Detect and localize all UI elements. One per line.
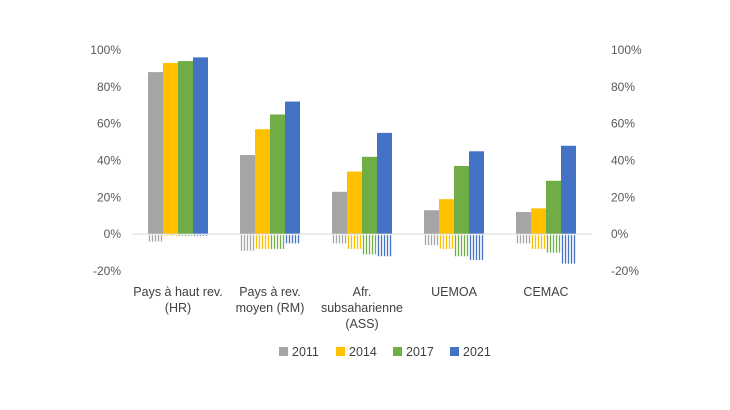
y-tick-label-right: 0% — [611, 227, 629, 241]
bar-2021 — [561, 145, 576, 235]
bar-2011 — [332, 191, 347, 235]
negative-bar-2011 — [424, 235, 439, 246]
legend-swatch-2011 — [279, 347, 288, 356]
y-tick-label-right: 80% — [611, 80, 635, 94]
category-label: Pays à haut rev. (HR) — [133, 285, 222, 315]
y-tick-label-left: 0% — [104, 227, 122, 241]
y-tick-label-right: 40% — [611, 154, 635, 168]
bar-2014 — [255, 129, 270, 235]
legend-swatch-2014 — [336, 347, 345, 356]
y-tick-label-left: 100% — [90, 43, 121, 57]
category-label: CEMAC — [523, 285, 568, 299]
negative-bar-2021 — [377, 235, 392, 257]
negative-bar-2014 — [439, 235, 454, 249]
bar-2021 — [193, 57, 208, 235]
category-label: Afr. subsaharienne (ASS) — [321, 285, 403, 331]
negative-bar-2017 — [454, 235, 469, 257]
bar-2021 — [469, 151, 484, 235]
negative-bar-2021 — [561, 235, 576, 264]
category-labels: Pays à haut rev. (HR) Pays à rev. moyen (RM… — [133, 285, 568, 331]
negative-bar-2014 — [163, 235, 178, 237]
y-tick-label-left: 80% — [97, 80, 121, 94]
left-axis-ticks: -20% 0% 20% 40% 60% 80% 100% — [90, 43, 121, 278]
negative-bar-2021 — [469, 235, 484, 260]
y-tick-label-right: 20% — [611, 190, 635, 204]
legend-label: 2014 — [349, 345, 377, 359]
negative-bar-2011 — [240, 235, 255, 251]
legend-label: 2011 — [292, 345, 319, 359]
bar-2021 — [377, 132, 392, 235]
y-tick-label-left: 60% — [97, 117, 121, 131]
negative-bar-2014 — [255, 235, 270, 249]
bar-2011 — [424, 210, 439, 235]
negative-bar-2014 — [347, 235, 362, 249]
bar-2017 — [454, 166, 469, 235]
y-tick-label-right: 100% — [611, 43, 642, 57]
right-axis-ticks: -20% 0% 20% 40% 60% 80% 100% — [611, 43, 642, 278]
legend: 2011 2014 2017 2021 — [279, 345, 491, 359]
legend-swatch-2021 — [450, 347, 459, 356]
y-tick-label-right: -20% — [611, 264, 639, 278]
negative-bar-2017 — [362, 235, 377, 255]
legend-label: 2017 — [406, 345, 434, 359]
y-tick-label-right: 60% — [611, 117, 635, 131]
category-label: UEMOA — [431, 285, 478, 299]
bar-2011 — [148, 72, 163, 235]
bar-2014 — [163, 62, 178, 235]
legend-label: 2021 — [463, 345, 491, 359]
bar-2011 — [516, 212, 531, 235]
y-tick-label-left: 40% — [97, 154, 121, 168]
bar-2014 — [347, 171, 362, 235]
bar-2017 — [362, 156, 377, 235]
bar-2011 — [240, 154, 255, 235]
bar-2014 — [439, 199, 454, 235]
bar-2017 — [270, 114, 285, 235]
category-label: Pays à rev. moyen (RM) — [236, 285, 305, 315]
negative-bar-2011 — [148, 235, 163, 242]
bar-2017 — [178, 61, 193, 235]
negative-bar-2017 — [178, 235, 193, 237]
negative-bar-2011 — [332, 235, 347, 244]
y-tick-label-left: -20% — [93, 264, 121, 278]
bar-marks — [148, 57, 576, 264]
negative-bar-2021 — [285, 235, 300, 244]
negative-bar-2014 — [531, 235, 546, 249]
negative-bar-2017 — [546, 235, 561, 253]
negative-bar-2017 — [270, 235, 285, 249]
bar-2021 — [285, 101, 300, 235]
y-tick-label-left: 20% — [97, 190, 121, 204]
bar-2017 — [546, 180, 561, 235]
bar-2014 — [531, 208, 546, 235]
negative-bar-2011 — [516, 235, 531, 244]
legend-swatch-2017 — [393, 347, 402, 356]
negative-bar-2021 — [193, 235, 208, 237]
